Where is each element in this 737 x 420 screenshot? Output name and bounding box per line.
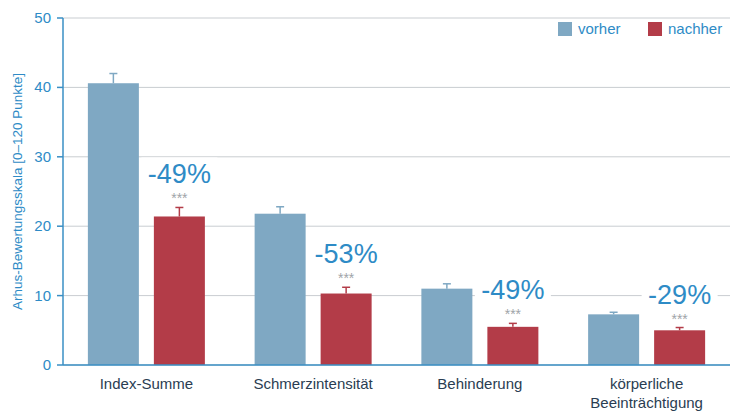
bar: [321, 294, 372, 365]
y-tick-label: 30: [34, 148, 51, 165]
error-bar: [342, 287, 350, 293]
change-annotation: -29%: [648, 280, 711, 310]
bar: [487, 327, 538, 365]
significance-label: ***: [505, 306, 522, 322]
legend-swatch: [648, 22, 662, 36]
x-tick-label-line: Behinderung: [437, 375, 522, 392]
annotation-bg: [642, 278, 718, 310]
y-tick-label: 10: [34, 287, 51, 304]
x-tick-label-line: Schmerzintensität: [254, 375, 374, 392]
y-axis: [62, 18, 64, 365]
significance-label: ***: [671, 311, 688, 327]
chart-container: 0 10 20 30 40 50 Arhus-Bewertungsskala [0–120 …: [0, 0, 737, 420]
legend-label: nachher: [668, 20, 722, 37]
significance-label: ***: [171, 190, 188, 206]
error-stem: [279, 207, 281, 214]
change-annotation: -53%: [315, 239, 378, 269]
y-tick: [57, 156, 63, 158]
error-bar: [175, 207, 183, 216]
y-tick-label: 20: [34, 217, 51, 234]
error-stem: [179, 207, 181, 216]
bars: [88, 74, 705, 365]
bar: [588, 314, 639, 365]
grid-line: [63, 156, 730, 157]
error-bar: [509, 323, 517, 326]
error-cap: [342, 287, 350, 289]
error-cap: [443, 283, 451, 285]
error-bar: [610, 312, 618, 314]
y-tick: [57, 87, 63, 89]
error-bar: [276, 207, 284, 214]
error-cap: [676, 327, 684, 329]
grid-line: [63, 365, 730, 366]
bar: [654, 330, 705, 365]
x-tick-label-line: körperliche: [610, 375, 683, 392]
y-tick-label: 40: [34, 78, 51, 95]
bar: [421, 289, 472, 365]
grid-line: [63, 18, 730, 19]
annotation-bg: [308, 237, 384, 269]
legend-label: vorher: [578, 20, 621, 37]
error-cap: [175, 207, 183, 209]
y-tick: [57, 17, 63, 19]
error-stem: [345, 287, 347, 293]
x-tick-label: Index-Summe: [100, 375, 193, 392]
error-stem: [113, 74, 115, 84]
change-annotation: -49%: [481, 275, 544, 305]
y-axis-label: Arhus-Bewertungsskala [0–120 Punkte]: [10, 73, 25, 310]
y-tick: [57, 364, 63, 366]
grid-line: [63, 87, 730, 88]
x-tick-label: Behinderung: [437, 375, 522, 392]
x-tick-label: Schmerzintensität: [254, 375, 374, 392]
chart-svg: 0 10 20 30 40 50 Arhus-Bewertungsskala [0–120 …: [0, 0, 737, 420]
significance-label: ***: [338, 270, 355, 286]
x-tick-label: körperliche Beeinträchtigung: [590, 375, 703, 411]
bar: [88, 83, 139, 365]
error-bar: [443, 284, 451, 289]
error-cap: [509, 323, 517, 325]
x-tick-label-line: Beeinträchtigung: [590, 394, 703, 411]
annotation-bg: [141, 157, 217, 189]
error-bar: [109, 74, 117, 84]
x-tick-label-line: Index-Summe: [100, 375, 193, 392]
error-cap: [276, 206, 284, 208]
bar: [255, 214, 306, 365]
x-axis: [63, 364, 730, 366]
annotation-bg: [475, 273, 551, 305]
y-tick-label: 50: [34, 9, 51, 26]
error-cap: [610, 312, 618, 314]
legend-swatch: [558, 22, 572, 36]
y-tick: [57, 225, 63, 227]
y-tick-label: 0: [43, 356, 51, 373]
bar: [154, 216, 205, 365]
y-tick: [57, 295, 63, 297]
error-bar: [676, 328, 684, 331]
change-annotation: -49%: [148, 159, 211, 189]
error-cap: [109, 73, 117, 75]
legend: vorher nachher: [558, 20, 722, 37]
